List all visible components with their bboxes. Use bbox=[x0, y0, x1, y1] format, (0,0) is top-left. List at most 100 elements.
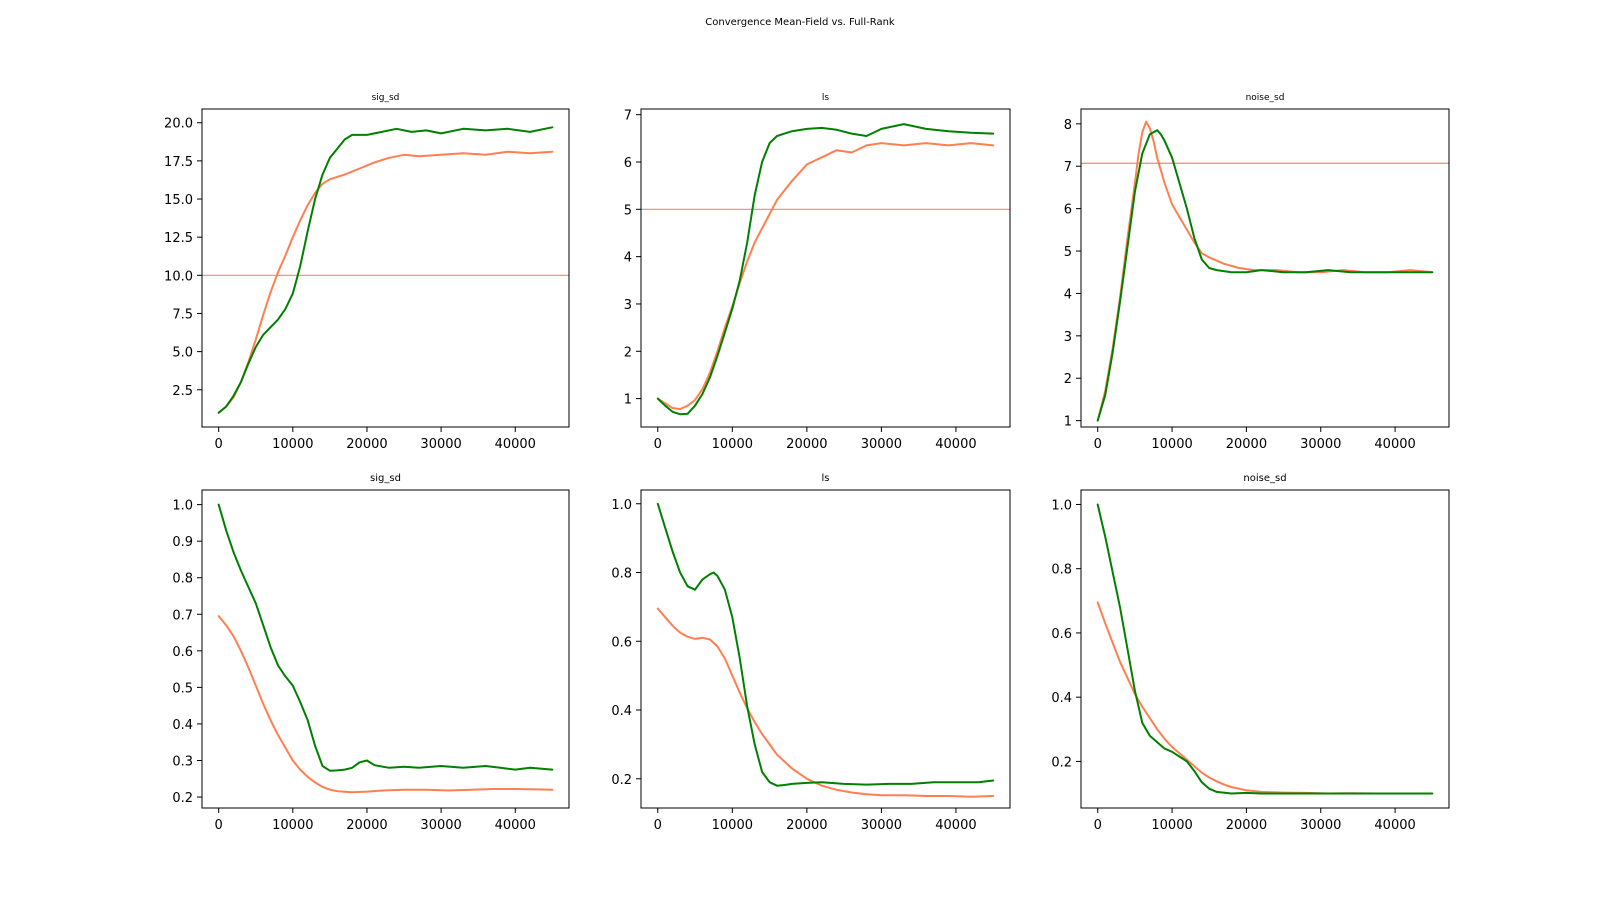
y-tick-label: 1 bbox=[1064, 415, 1072, 430]
y-tick-label: 7 bbox=[1064, 160, 1072, 175]
subplot-bottom-center: ls 0 10000 20000 30000 40000 0.2 0.4 0.6 0.8 1.0 bbox=[611, 473, 1011, 833]
x-tick-label: 0 bbox=[1094, 818, 1102, 833]
y-tick-label: 0.8 bbox=[172, 572, 193, 587]
x-tick-label: 20000 bbox=[786, 818, 827, 833]
plot-area bbox=[1096, 503, 1434, 795]
y-tick-label: 2.5 bbox=[172, 384, 193, 399]
full-rank-series-line bbox=[217, 503, 554, 772]
y-tick-label: 6 bbox=[1064, 203, 1072, 218]
x-tick-label: 0 bbox=[215, 437, 223, 452]
x-tick-label: 40000 bbox=[935, 818, 976, 833]
y-tick-label: 20.0 bbox=[164, 117, 193, 132]
y-tick-label: 2 bbox=[624, 345, 632, 360]
x-tick-label: 30000 bbox=[420, 818, 461, 833]
subplot-top-center: ls 0 10000 20000 30000 40000 1 2 3 4 5 6 7 bbox=[624, 93, 1011, 452]
y-tick-label: 0.9 bbox=[172, 535, 193, 550]
axes-frame bbox=[640, 489, 1011, 809]
y-tick-label: 0.6 bbox=[1051, 627, 1072, 642]
subplot-title: sig_sd bbox=[372, 93, 400, 103]
x-tick-label: 40000 bbox=[935, 437, 976, 452]
y-tick-label: 3 bbox=[624, 298, 632, 313]
subplot-title: ls bbox=[822, 473, 830, 484]
y-tick-label: 0.4 bbox=[172, 718, 193, 733]
x-tick-label: 40000 bbox=[1374, 437, 1415, 452]
y-tick-label: 0.8 bbox=[1051, 563, 1072, 578]
mean-field-series-line bbox=[1096, 120, 1434, 422]
subplot-title: ls bbox=[822, 93, 830, 103]
x-tick-label: 0 bbox=[215, 818, 223, 833]
full-rank-series-line bbox=[217, 126, 554, 414]
y-tick-label: 4 bbox=[624, 251, 632, 266]
y-tick-label: 2 bbox=[1064, 372, 1072, 387]
axes-frame bbox=[201, 489, 570, 809]
x-tick-label: 10000 bbox=[272, 437, 313, 452]
x-tick-label: 20000 bbox=[1226, 818, 1267, 833]
x-tick-label: 20000 bbox=[786, 437, 827, 452]
mean-field-series-line bbox=[217, 615, 554, 794]
y-tick-label: 5 bbox=[624, 203, 632, 218]
axes-frame bbox=[1080, 489, 1450, 809]
y-tick-label: 6 bbox=[624, 156, 632, 171]
x-tick-label: 0 bbox=[1094, 437, 1102, 452]
y-tick-label: 0.7 bbox=[172, 608, 193, 623]
x-tick-label: 30000 bbox=[1300, 437, 1341, 452]
figure-title: Convergence Mean-Field vs. Full-Rank bbox=[705, 17, 895, 28]
plot-area bbox=[1081, 120, 1449, 422]
y-tick-label: 0.2 bbox=[1051, 755, 1072, 770]
x-tick-label: 10000 bbox=[712, 818, 753, 833]
axes-frame bbox=[640, 108, 1011, 428]
x-tick-label: 30000 bbox=[861, 437, 902, 452]
full-rank-series-line bbox=[656, 123, 995, 416]
x-tick-label: 30000 bbox=[861, 818, 902, 833]
y-tick-label: 0.3 bbox=[172, 754, 193, 769]
subplot-bottom-left: sig_sd 0 10000 20000 30000 40000 0.2 0.3 0.4 0.5 0… bbox=[172, 473, 570, 833]
mean-field-series-line bbox=[217, 150, 554, 414]
y-tick-label: 17.5 bbox=[164, 155, 193, 170]
full-rank-series-line bbox=[1096, 129, 1434, 422]
subplot-grid: sig_sd0 10000 20000 30000 400002.55.07.510.0… bbox=[164, 93, 1450, 833]
y-tick-label: 1.0 bbox=[1051, 498, 1072, 513]
y-tick-label: 0.4 bbox=[1051, 691, 1072, 706]
x-tick-label: 0 bbox=[654, 818, 662, 833]
full-rank-series-line bbox=[656, 502, 995, 787]
subplot-title: sig_sd bbox=[370, 473, 401, 484]
x-tick-label: 10000 bbox=[712, 437, 753, 452]
x-tick-label: 10000 bbox=[272, 818, 313, 833]
y-tick-label: 5.0 bbox=[172, 346, 193, 361]
y-tick-label: 0.8 bbox=[611, 567, 632, 582]
y-tick-label: 1.0 bbox=[172, 499, 193, 514]
y-tick-label: 12.5 bbox=[164, 231, 193, 246]
x-tick-label: 10000 bbox=[1151, 818, 1192, 833]
y-tick-label: 7 bbox=[624, 109, 632, 124]
x-tick-label: 20000 bbox=[1226, 437, 1267, 452]
y-tick-label: 1 bbox=[624, 393, 632, 408]
mean-field-series-line bbox=[1096, 601, 1434, 795]
x-tick-label: 40000 bbox=[495, 437, 536, 452]
x-tick-label: 20000 bbox=[346, 437, 387, 452]
x-tick-label: 10000 bbox=[1151, 437, 1192, 452]
y-tick-label: 0.6 bbox=[172, 645, 193, 660]
y-tick-label: 1.0 bbox=[611, 498, 632, 513]
subplot-title: noise_sd bbox=[1246, 93, 1285, 103]
plot-area bbox=[656, 502, 995, 798]
x-tick-label: 20000 bbox=[346, 818, 387, 833]
y-tick-label: 0.4 bbox=[611, 704, 632, 719]
plot-area bbox=[217, 503, 554, 794]
full-rank-series-line bbox=[1096, 503, 1434, 795]
y-tick-label: 10.0 bbox=[164, 269, 193, 284]
plot-area bbox=[202, 126, 569, 414]
x-tick-label: 40000 bbox=[495, 818, 536, 833]
y-tick-label: 8 bbox=[1064, 118, 1072, 133]
y-tick-label: 5 bbox=[1064, 245, 1072, 260]
x-tick-label: 30000 bbox=[1300, 818, 1341, 833]
y-tick-label: 0.2 bbox=[611, 773, 632, 788]
y-tick-label: 3 bbox=[1064, 330, 1072, 345]
subplot-top-right: noise_sd 0 10000 20000 30000 40000 1 2 3 4 5 6 7 8 bbox=[1064, 93, 1450, 452]
subplot-top-left: sig_sd 0 10000 20000 30000 40000 2.5 5.0 7.5 10.0… bbox=[164, 93, 570, 452]
axes-frame bbox=[1080, 108, 1450, 428]
y-tick-label: 7.5 bbox=[172, 307, 193, 322]
x-tick-label: 40000 bbox=[1374, 818, 1415, 833]
axes-frame bbox=[201, 108, 570, 428]
mean-field-series-line bbox=[656, 142, 995, 410]
